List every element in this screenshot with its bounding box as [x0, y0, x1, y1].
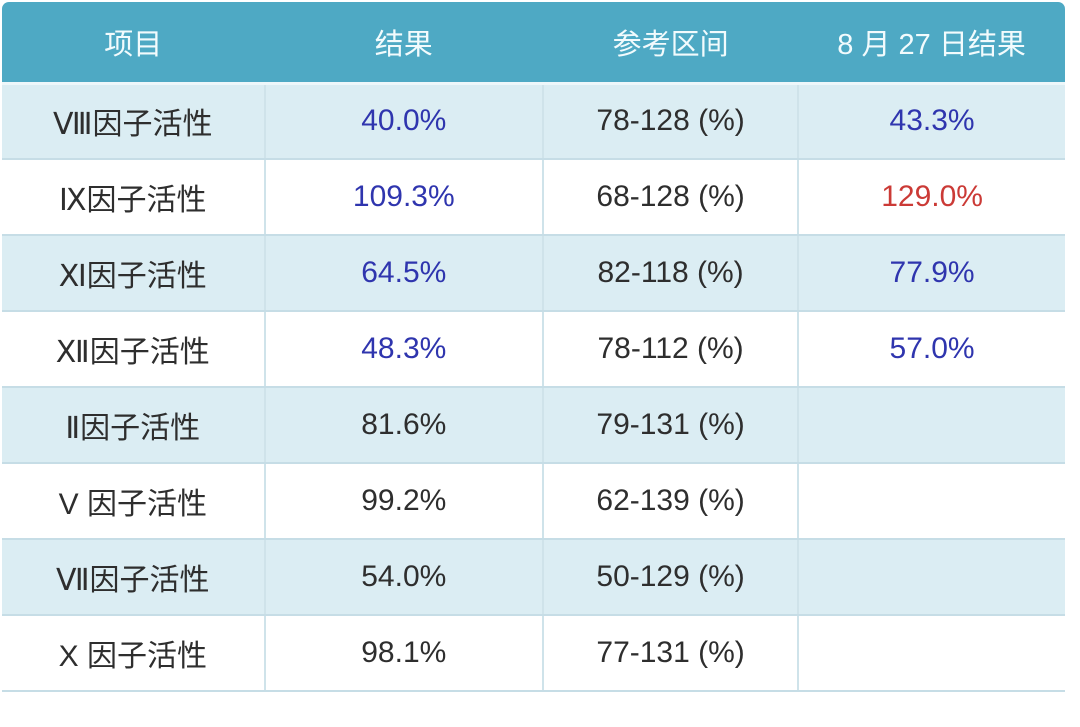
range-cell: 77-131 (%) — [542, 615, 799, 692]
result-cell: 64.5% — [263, 235, 544, 312]
header-row: 项目 结果 参考区间 8 月 27 日结果 — [2, 2, 1065, 85]
factor-table-body: Ⅷ因子活性 40.0% 78-128 (%) 43.3% Ⅸ因子活性 109.3% 68-1… — [2, 83, 1065, 692]
table-row: Ⅷ因子活性 40.0% 78-128 (%) 43.3% — [2, 83, 1065, 160]
aug27-cell — [797, 463, 1065, 540]
result-cell: 99.2% — [263, 463, 544, 540]
range-cell: 78-112 (%) — [542, 311, 799, 388]
item-cell: Ⅻ因子活性 — [2, 311, 265, 388]
range-cell: 62-139 (%) — [542, 463, 799, 540]
aug27-cell — [797, 539, 1065, 616]
item-cell: Ⅸ因子活性 — [2, 159, 265, 236]
range-cell: 78-128 (%) — [542, 83, 799, 160]
table-header: 项目 结果 参考区间 8 月 27 日结果 — [2, 2, 1065, 85]
range-cell: 79-131 (%) — [542, 387, 799, 464]
table-row: Ⅸ因子活性 109.3% 68-128 (%) 129.0% — [2, 159, 1065, 236]
result-cell: 48.3% — [263, 311, 544, 388]
result-cell: 40.0% — [263, 83, 544, 160]
result-cell: 54.0% — [263, 539, 544, 616]
result-cell: 81.6% — [263, 387, 544, 464]
result-cell: 98.1% — [263, 615, 544, 692]
item-cell: Ⅱ因子活性 — [2, 387, 265, 464]
aug27-cell: 57.0% — [797, 311, 1065, 388]
header-result-column: 结果 — [264, 2, 544, 85]
aug27-cell: 129.0% — [797, 159, 1065, 236]
item-cell: X 因子活性 — [2, 615, 265, 692]
table-row: X 因子活性 98.1% 77-131 (%) — [2, 615, 1065, 692]
item-cell: Ⅺ因子活性 — [2, 235, 265, 312]
header-aug27-column: 8 月 27 日结果 — [798, 2, 1065, 85]
table-row: Ⅻ因子活性 48.3% 78-112 (%) 57.0% — [2, 311, 1065, 388]
aug27-cell: 43.3% — [797, 83, 1065, 160]
table-row: Ⅶ因子活性 54.0% 50-129 (%) — [2, 539, 1065, 616]
table-row: V 因子活性 99.2% 62-139 (%) — [2, 463, 1065, 540]
table-row: Ⅺ因子活性 64.5% 82-118 (%) 77.9% — [2, 235, 1065, 312]
item-cell: Ⅶ因子活性 — [2, 539, 265, 616]
aug27-cell — [797, 615, 1065, 692]
range-cell: 82-118 (%) — [542, 235, 799, 312]
result-cell: 109.3% — [263, 159, 544, 236]
aug27-cell — [797, 387, 1065, 464]
header-item-column: 项目 — [2, 2, 265, 85]
item-cell: Ⅷ因子活性 — [2, 83, 265, 160]
item-cell: V 因子活性 — [2, 463, 265, 540]
header-range-column: 参考区间 — [543, 2, 799, 85]
aug27-cell: 77.9% — [797, 235, 1065, 312]
range-cell: 68-128 (%) — [542, 159, 799, 236]
lab-result-table-container: 项目 结果 参考区间 8 月 27 日结果 Ⅷ因子活性 40.0% 78-128 (… — [2, 2, 1065, 692]
range-cell: 50-129 (%) — [542, 539, 799, 616]
coagulation-factor-table: 项目 结果 参考区间 8 月 27 日结果 Ⅷ因子活性 40.0% 78-128 (… — [2, 2, 1065, 692]
table-row: Ⅱ因子活性 81.6% 79-131 (%) — [2, 387, 1065, 464]
